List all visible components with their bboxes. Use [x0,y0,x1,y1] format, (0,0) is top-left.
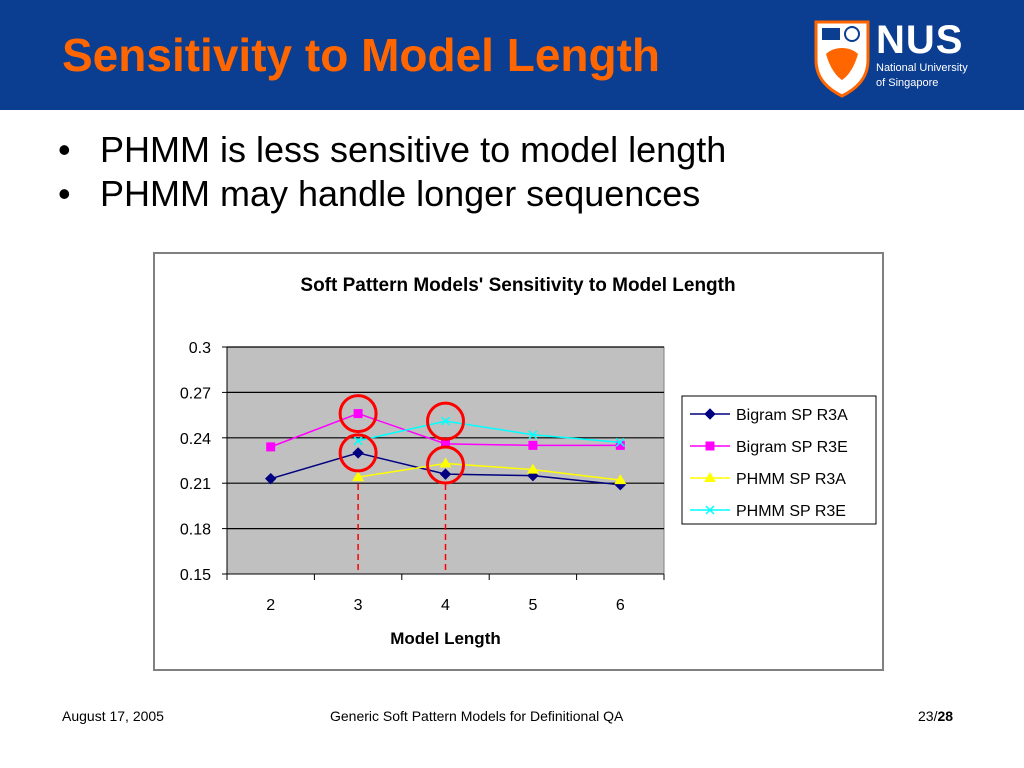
y-tick-label: 0.21 [180,476,211,493]
title-bar: Sensitivity to Model Length NUS National… [0,0,1024,110]
page-number: 23/28 [918,708,953,724]
legend-marker [704,408,716,420]
highlight-circle [338,394,378,434]
data-point [352,471,365,482]
legend-marker [704,472,716,482]
chart-frame: Soft Pattern Models' Sensitivity to Mode… [153,252,884,671]
data-point [528,430,538,440]
y-tick-label: 0.15 [180,567,211,584]
chart-title: Soft Pattern Models' Sensitivity to Mode… [300,275,735,296]
legend-label: PHMM SP R3E [736,503,846,520]
legend-marker [705,505,715,515]
x-tick-label: 2 [266,597,275,614]
data-point [353,436,363,446]
bullet-text: PHMM is less sensitive to model length [100,129,727,170]
logo-line1: National University [876,62,968,74]
y-tick-label: 0.18 [180,522,211,539]
legend-label: Bigram SP R3E [736,439,848,456]
data-point [439,457,452,468]
data-point [526,463,539,474]
y-tick-label: 0.3 [189,340,211,357]
total-pages: 28 [937,708,954,724]
logo-line2: of Singapore [876,77,939,89]
bullet-item: • PHMM may handle longer sequences [58,173,701,214]
data-point [440,416,451,426]
highlight-circle [426,445,465,485]
bullet-list: • PHMM is less sensitive to model length … [58,128,726,216]
x-axis-label: Model Length [390,629,500,648]
line-chart: Soft Pattern Models' Sensitivity to Mode… [180,275,877,648]
logo-abbr: NUS [876,18,964,62]
footer-title: Generic Soft Pattern Models for Definiti… [330,708,624,724]
data-point [266,442,276,452]
data-point [615,437,625,447]
data-point [352,447,364,459]
series-line-2 [357,462,621,481]
highlight-circle [338,433,378,473]
slide-title: Sensitivity to Model Length [62,29,661,81]
data-point [528,440,538,450]
bullet-text: PHMM may handle longer sequences [100,173,701,214]
legend-box [681,395,877,525]
y-tick-label: 0.27 [180,385,211,402]
nus-logo: NUS National University of Singapore [814,20,984,100]
series-line-3 [357,420,621,444]
legend-marker [705,441,715,451]
legend-label: Bigram SP R3A [736,407,848,424]
x-tick-label: 6 [616,597,625,614]
data-point [615,440,625,450]
highlight-circle [426,401,465,441]
footer-date: August 17, 2005 [62,708,164,724]
bullet-item: • PHMM is less sensitive to model length [58,129,727,170]
legend-label: PHMM SP R3A [736,471,846,488]
data-point [353,409,363,419]
data-point [614,474,627,485]
x-tick-label: 5 [528,597,537,614]
y-tick-label: 0.24 [180,431,211,448]
x-tick-label: 3 [354,597,363,614]
current-page: 23/ [918,708,938,724]
nus-crest-icon [814,20,870,98]
x-tick-label: 4 [441,597,450,614]
data-point [439,468,452,480]
data-point [441,439,450,449]
data-point [264,472,277,485]
